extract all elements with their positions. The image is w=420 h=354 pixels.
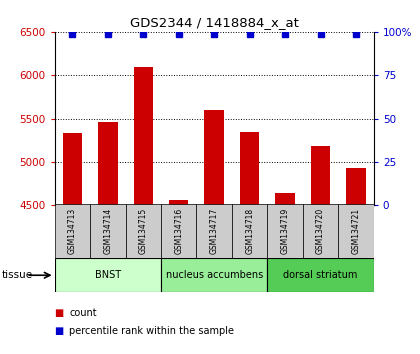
FancyBboxPatch shape xyxy=(161,258,268,292)
FancyBboxPatch shape xyxy=(197,204,232,258)
Bar xyxy=(63,133,82,205)
Bar xyxy=(98,122,118,205)
FancyBboxPatch shape xyxy=(161,204,197,258)
FancyBboxPatch shape xyxy=(303,204,339,258)
Bar xyxy=(346,168,366,205)
FancyBboxPatch shape xyxy=(232,204,268,258)
FancyBboxPatch shape xyxy=(126,204,161,258)
Title: GDS2344 / 1418884_x_at: GDS2344 / 1418884_x_at xyxy=(130,16,299,29)
Text: GSM134717: GSM134717 xyxy=(210,208,219,254)
Bar xyxy=(276,193,295,205)
Text: GSM134713: GSM134713 xyxy=(68,208,77,254)
Text: GSM134720: GSM134720 xyxy=(316,208,325,254)
Text: percentile rank within the sample: percentile rank within the sample xyxy=(69,326,234,336)
Text: nucleus accumbens: nucleus accumbens xyxy=(165,270,263,280)
Text: GSM134718: GSM134718 xyxy=(245,208,254,254)
FancyBboxPatch shape xyxy=(268,204,303,258)
Bar xyxy=(169,200,189,205)
FancyBboxPatch shape xyxy=(339,204,374,258)
FancyBboxPatch shape xyxy=(90,204,126,258)
Text: GSM134715: GSM134715 xyxy=(139,208,148,254)
Text: GSM134721: GSM134721 xyxy=(352,208,360,254)
Text: GSM134719: GSM134719 xyxy=(281,208,290,254)
Text: BNST: BNST xyxy=(95,270,121,280)
Text: ■: ■ xyxy=(55,326,64,336)
Bar xyxy=(134,67,153,205)
FancyBboxPatch shape xyxy=(55,204,90,258)
Text: GSM134714: GSM134714 xyxy=(103,208,112,254)
FancyBboxPatch shape xyxy=(268,258,374,292)
FancyBboxPatch shape xyxy=(55,258,161,292)
Text: ■: ■ xyxy=(55,308,64,318)
Text: tissue: tissue xyxy=(2,270,33,280)
Text: GSM134716: GSM134716 xyxy=(174,208,183,254)
Bar xyxy=(205,110,224,205)
Bar xyxy=(311,146,331,205)
Text: dorsal striatum: dorsal striatum xyxy=(284,270,358,280)
Bar xyxy=(240,132,260,205)
Text: count: count xyxy=(69,308,97,318)
